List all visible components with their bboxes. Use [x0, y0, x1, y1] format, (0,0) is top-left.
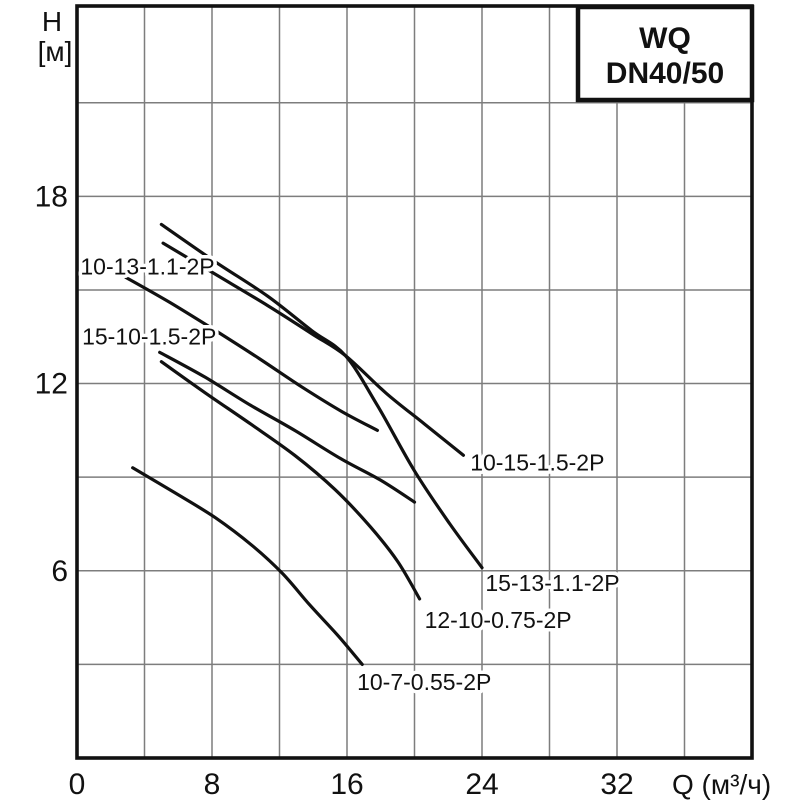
- y-axis-unit: [м]: [38, 36, 73, 67]
- curve-10-7-0.55-2P: [131, 466, 364, 666]
- x-tick-label-16: 16: [330, 768, 363, 800]
- curve-label-12-10-0.75-2P: 12-10-0.75-2P: [425, 607, 572, 633]
- y-tick-label-6: 6: [51, 555, 68, 588]
- x-tick-label-24: 24: [465, 768, 498, 800]
- plot-border: [75, 4, 754, 760]
- title-box: WQ DN40/50: [575, 4, 755, 103]
- grid-lines: [77, 6, 752, 758]
- x-axis-name: Q (м³/ч): [672, 769, 771, 800]
- curve-labels: 15-13-1.1-2P 10-15-1.5-2P 10-13-1.1-2P 15-1…: [77, 250, 623, 699]
- x-tick-label-32: 32: [600, 768, 633, 800]
- title-line2: DN40/50: [606, 57, 724, 90]
- y-tick-label-12: 12: [35, 368, 68, 401]
- curve-15-10-1.5-2P: [158, 350, 417, 504]
- curve-12-10-0.75-2P: [159, 360, 422, 601]
- y-tick-label-18: 18: [35, 180, 68, 213]
- title-line1: WQ: [639, 22, 691, 55]
- curve-10-15-1.5-2P: [161, 241, 465, 457]
- curve-label-10-15-1.5-2P: 10-15-1.5-2P: [470, 449, 604, 475]
- y-axis-name: H: [42, 6, 62, 37]
- curve-label-15-10-1.5-2P: 15-10-1.5-2P: [82, 324, 216, 350]
- axis-tick-labels: 18 12 6 0 8 16 24 32: [35, 180, 634, 800]
- curve-10-13-1.1-2P: [124, 275, 379, 432]
- curve-label-15-13-1.1-2P: 15-13-1.1-2P: [485, 570, 619, 596]
- title-box-frame: [575, 4, 755, 103]
- pump-curves: [124, 222, 484, 666]
- curve-label-10-13-1.1-2P: 10-13-1.1-2P: [80, 253, 214, 279]
- x-tick-label-0: 0: [69, 768, 86, 800]
- curve-label-10-7-0.55-2P: 10-7-0.55-2P: [357, 669, 491, 695]
- x-tick-label-8: 8: [204, 768, 221, 800]
